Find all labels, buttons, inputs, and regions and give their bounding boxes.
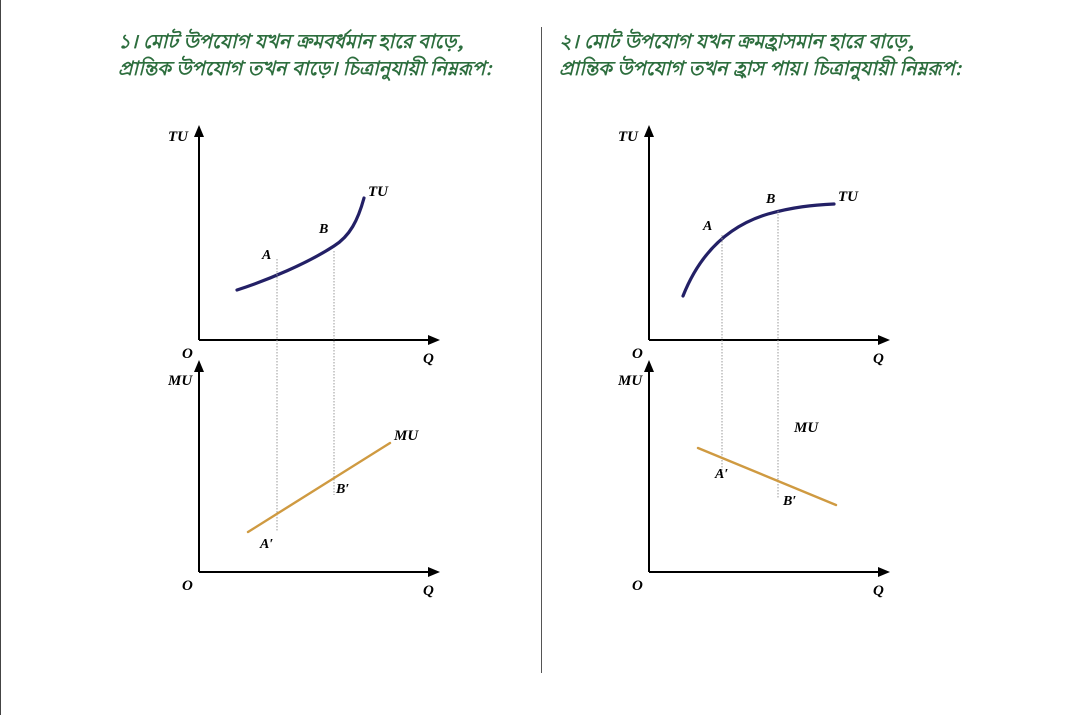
svg-text:A: A	[261, 248, 271, 263]
svg-text:Q: Q	[423, 583, 434, 599]
svg-text:MU: MU	[168, 373, 193, 389]
svg-text:TU: TU	[618, 129, 639, 145]
svg-text:B′: B′	[335, 482, 349, 497]
svg-text:TU: TU	[168, 129, 189, 145]
svg-text:MU: MU	[618, 373, 643, 389]
svg-text:A′: A′	[714, 467, 728, 482]
svg-text:B: B	[765, 192, 775, 207]
svg-text:O: O	[632, 346, 643, 362]
svg-text:Q: Q	[873, 583, 884, 599]
svg-text:MU: MU	[393, 428, 419, 444]
svg-text:B: B	[318, 222, 328, 237]
svg-text:TU: TU	[368, 184, 389, 200]
svg-text:Q: Q	[423, 351, 434, 367]
svg-text:TU: TU	[838, 189, 859, 205]
svg-text:Q: Q	[873, 351, 884, 367]
svg-text:A′: A′	[259, 537, 273, 552]
svg-text:O: O	[182, 346, 193, 362]
svg-text:B′: B′	[782, 494, 796, 509]
svg-text:O: O	[632, 578, 643, 594]
svg-text:A: A	[702, 219, 712, 234]
svg-text:O: O	[182, 578, 193, 594]
svg-text:MU: MU	[793, 420, 819, 436]
